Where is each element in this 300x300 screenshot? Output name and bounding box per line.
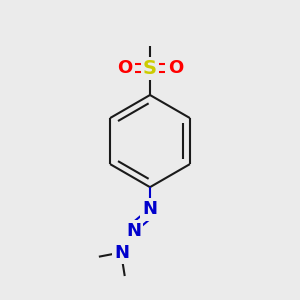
Text: S: S (143, 59, 157, 78)
Text: N: N (142, 200, 158, 218)
Text: N: N (126, 222, 141, 240)
Text: O: O (117, 59, 132, 77)
Text: O: O (168, 59, 183, 77)
Text: N: N (114, 244, 129, 262)
